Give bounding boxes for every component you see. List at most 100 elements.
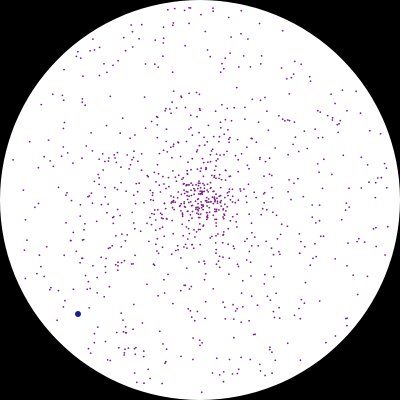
dot (40, 103, 43, 106)
dot (209, 55, 212, 58)
dot (87, 347, 90, 350)
dot (228, 273, 230, 276)
dot (261, 207, 264, 210)
dot (290, 76, 293, 79)
dot (227, 243, 230, 246)
dot (193, 189, 196, 192)
dot (183, 192, 186, 195)
dot (126, 234, 129, 236)
dot (101, 153, 104, 155)
dot (198, 207, 201, 210)
dot (196, 149, 199, 151)
dot (263, 191, 266, 194)
dot (219, 154, 222, 157)
dot (278, 306, 280, 309)
dot (176, 196, 179, 199)
dot (133, 150, 135, 153)
dot (260, 213, 263, 216)
dot (163, 292, 166, 294)
dot (124, 326, 127, 328)
dot (207, 161, 209, 164)
dot (300, 63, 303, 66)
dot (184, 206, 187, 209)
dot (211, 196, 214, 199)
dot (199, 190, 202, 193)
dot (187, 184, 189, 186)
dot (222, 217, 225, 220)
dot (271, 372, 273, 375)
dot (153, 209, 156, 211)
dot (170, 112, 173, 115)
dot (156, 237, 159, 240)
dot (174, 176, 177, 179)
dot (212, 190, 215, 193)
dot (104, 196, 107, 198)
dot (235, 221, 238, 223)
dot (215, 222, 218, 224)
dot (170, 195, 172, 197)
dot (172, 302, 174, 305)
dot (236, 372, 239, 375)
dot (128, 168, 131, 170)
dot (156, 208, 159, 211)
dot (218, 173, 221, 176)
dot (219, 126, 222, 129)
dot (172, 143, 175, 146)
dot (96, 292, 99, 294)
dot (191, 134, 194, 137)
dot (93, 49, 96, 51)
dot (84, 222, 86, 225)
dot (293, 121, 296, 124)
dot (229, 219, 232, 222)
dot (188, 232, 191, 235)
dot (275, 214, 278, 217)
dot (92, 38, 94, 40)
dot (97, 173, 100, 176)
dot (184, 243, 187, 246)
dot (265, 208, 268, 211)
dot (209, 181, 212, 184)
dot (363, 241, 366, 244)
dot (164, 360, 167, 363)
dot (184, 284, 187, 287)
dot (206, 201, 208, 204)
dot (93, 180, 96, 183)
dot (219, 121, 222, 124)
dot (341, 89, 344, 92)
dot (140, 153, 143, 155)
dot (22, 189, 25, 192)
dot (181, 213, 184, 216)
dot (226, 192, 229, 194)
dot (96, 326, 99, 328)
dot (236, 226, 238, 228)
dot (156, 124, 159, 126)
dot (286, 119, 289, 121)
dot (196, 187, 199, 190)
dot (84, 104, 87, 107)
dot (229, 198, 232, 201)
dot (60, 155, 63, 158)
dot (143, 382, 145, 385)
dot (204, 300, 207, 303)
dot (259, 63, 262, 65)
dot (204, 273, 207, 275)
dot (334, 335, 337, 337)
dot (77, 50, 79, 53)
dot (51, 93, 54, 96)
dot (196, 115, 198, 118)
dot (272, 276, 275, 278)
dot (172, 232, 175, 235)
dot (117, 59, 119, 62)
dot (224, 118, 227, 121)
dot (126, 154, 129, 156)
dot (131, 46, 134, 48)
dot (220, 199, 223, 202)
dot (278, 114, 280, 117)
dot (166, 218, 168, 220)
dot (216, 200, 219, 203)
dot (227, 138, 230, 141)
dot (149, 198, 152, 201)
dot (162, 42, 165, 44)
dot (199, 186, 202, 189)
